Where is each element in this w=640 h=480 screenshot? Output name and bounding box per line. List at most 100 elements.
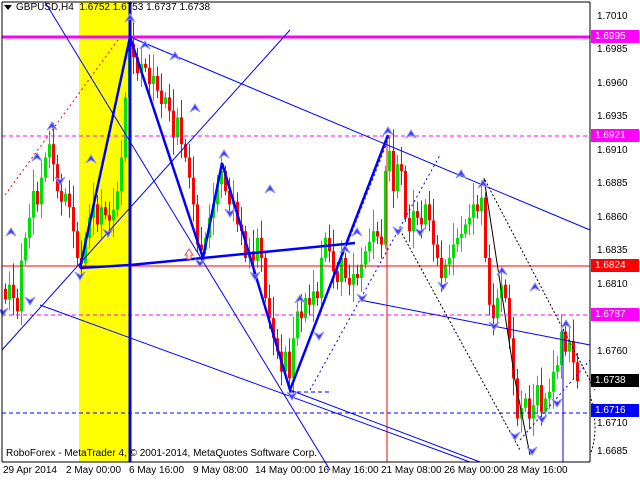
candle-body (176, 117, 179, 138)
candle (4, 283, 7, 304)
candle (52, 122, 55, 182)
candle-body (172, 110, 175, 138)
candle-body (268, 298, 271, 319)
candle-body (424, 204, 427, 225)
candle-body (336, 271, 339, 283)
candle-body (184, 144, 187, 158)
candle-body (384, 170, 387, 245)
candle-body (112, 209, 115, 221)
candle-body (396, 164, 399, 192)
candle-body (36, 191, 39, 205)
candle-body (332, 251, 335, 272)
candle (400, 146, 403, 185)
candle-body (252, 251, 255, 261)
trendline[interactable] (289, 389, 481, 463)
blue-dotted-channel[interactable] (309, 154, 441, 391)
candle-body (124, 97, 127, 158)
candle (488, 244, 491, 316)
candle-body (196, 204, 199, 245)
fractal-up-icon (218, 149, 230, 159)
fractal-up-icon (560, 319, 572, 329)
fractal-down-icon (249, 271, 261, 281)
trendline[interactable] (1, 29, 291, 351)
candle-body (344, 257, 347, 279)
candle-body (412, 211, 415, 232)
candle (12, 263, 15, 316)
time-label: 2 May 00:00 (66, 465, 122, 476)
candle-body (16, 298, 19, 312)
blue-dotted-channel[interactable] (289, 134, 391, 391)
candle-body (468, 217, 471, 225)
candle (404, 165, 407, 223)
candle-body (224, 170, 227, 192)
candle (576, 352, 579, 389)
candle-body (548, 391, 551, 399)
candle-body (64, 193, 67, 202)
price-tick-label: 1.6935 (597, 111, 628, 123)
candle (36, 181, 39, 212)
candle-body (288, 351, 291, 379)
chevron-down-icon[interactable] (4, 4, 12, 10)
candle-body (480, 197, 483, 212)
candle (32, 169, 35, 235)
price-tick-label: 1.7010 (597, 11, 628, 22)
price-level-label: 1.6921 (591, 129, 639, 143)
candle (536, 375, 539, 413)
candle (172, 89, 175, 155)
candle (348, 264, 351, 296)
fractal-up-icon (46, 121, 58, 131)
candle-body (24, 237, 27, 261)
fractal-up-icon (85, 154, 97, 164)
fractal-up-icon (496, 266, 508, 276)
candle-body (440, 257, 443, 279)
candle-body (388, 150, 391, 171)
price-tick-label: 1.6760 (597, 345, 628, 357)
candle-body (148, 67, 151, 84)
candle (452, 223, 455, 276)
candle-body (376, 231, 379, 237)
candle-body (168, 97, 171, 111)
fractal-up-icon (5, 227, 17, 237)
trendline[interactable] (39, 304, 471, 463)
candle (464, 219, 467, 239)
candle-body (576, 362, 579, 382)
fractal-up-icon (405, 129, 417, 139)
fractal-up-icon (189, 103, 201, 113)
candle-body (360, 264, 363, 279)
candle (564, 326, 567, 356)
trendline[interactable] (359, 299, 591, 346)
candle-body (228, 191, 231, 205)
candle (532, 383, 535, 436)
candle (544, 393, 547, 417)
price-tick-label: 1.6710 (597, 417, 628, 429)
candle (432, 199, 435, 262)
fractal-down-icon (24, 296, 36, 306)
fractal-down-icon (313, 331, 325, 341)
candle-body (448, 257, 451, 265)
fractal-down-icon (414, 227, 426, 237)
candle (412, 189, 415, 249)
candle (260, 220, 263, 272)
trendline[interactable] (44, 1, 331, 471)
fractal-up-icon (264, 184, 276, 194)
candle (124, 91, 127, 162)
black-dotted-line[interactable] (399, 229, 521, 451)
candle-body (380, 236, 383, 245)
black-dotted-line[interactable] (484, 179, 596, 391)
price-tick-label: 1.6885 (597, 178, 628, 190)
candle-body (12, 284, 15, 299)
candle-body (256, 237, 259, 261)
neckline[interactable] (79, 241, 356, 270)
black-trendline[interactable] (483, 177, 531, 456)
fractal-up-icon (455, 169, 467, 179)
trendline[interactable] (129, 36, 591, 231)
candle (572, 319, 575, 380)
candle (528, 385, 531, 430)
candle-body (44, 157, 47, 178)
candle-body (76, 231, 79, 258)
candle-body (192, 177, 195, 205)
candle (328, 224, 331, 262)
candle-body (8, 284, 11, 300)
